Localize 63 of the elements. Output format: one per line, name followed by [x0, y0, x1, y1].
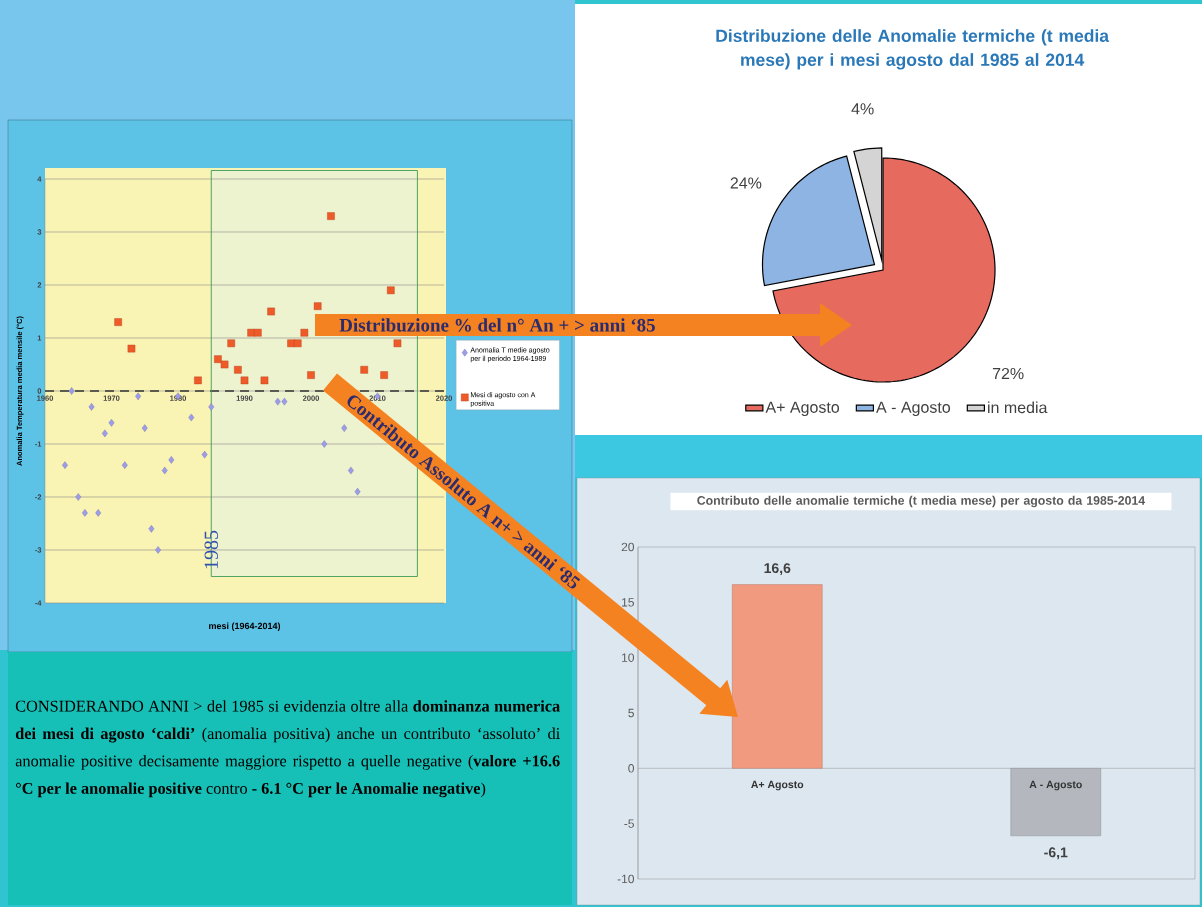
point [108, 418, 115, 427]
annotation: Distribuzione % del n° An + > anni ‘85 [339, 318, 655, 332]
point [240, 376, 249, 385]
point [121, 461, 128, 469]
point [281, 397, 288, 406]
point [148, 524, 155, 533]
point [313, 302, 322, 310]
point [68, 387, 75, 395]
chart-title: Distribuzione delle Anomalie termiche (t media mese) per i mesi agosto dal 1985 al 2014 [716, 29, 1110, 70]
point [155, 546, 161, 554]
data-label: 24% [730, 177, 762, 189]
point [300, 328, 309, 337]
data-label: 4% [851, 103, 874, 115]
legend-label: in media [988, 401, 1048, 414]
y-tick-label: 20 [621, 542, 635, 552]
point [287, 339, 295, 348]
point [387, 286, 395, 295]
point [194, 376, 202, 385]
y-tick-label: 0 [628, 764, 635, 773]
point [82, 509, 88, 517]
data-label: 72% [992, 367, 1024, 380]
data-label: -6,1 [1044, 847, 1068, 860]
point [75, 493, 82, 501]
point [201, 450, 208, 459]
point [188, 413, 195, 422]
point [267, 307, 275, 316]
point [141, 424, 148, 432]
point [135, 392, 142, 401]
point [127, 344, 136, 353]
point [321, 440, 328, 448]
point [62, 461, 68, 469]
point [254, 328, 262, 337]
point [234, 365, 242, 374]
point [360, 365, 369, 374]
y-tick-label: 5 [628, 708, 634, 718]
point [293, 339, 302, 348]
y-tick-label: -5 [624, 819, 634, 828]
point [214, 355, 222, 363]
point [168, 456, 175, 464]
point [161, 466, 168, 475]
point [260, 376, 269, 385]
chart-title: Contributo delle anomalie termiche (t media mese) per agosto da 1985-2014 [697, 495, 1146, 508]
point [354, 487, 361, 496]
point [393, 339, 402, 348]
y-tick-label: -10 [617, 874, 635, 884]
y-tick-label: 10 [622, 653, 635, 662]
point [307, 371, 315, 379]
point [380, 371, 388, 379]
point [208, 403, 215, 411]
point [101, 429, 108, 438]
point [274, 397, 281, 406]
x-axis-title: mesi (1964-2014) [209, 622, 281, 631]
band-label: 1985 [204, 530, 218, 569]
point [95, 509, 102, 517]
point [114, 318, 122, 326]
point [247, 328, 255, 337]
point [327, 212, 335, 220]
y-tick-label: 15 [622, 598, 634, 607]
point [227, 339, 236, 348]
data-label: 16,6 [764, 563, 791, 576]
point [88, 403, 95, 411]
text: CONSIDERANDO ANNI > del 1985 si evidenzia oltre alla dominanza numerica dei mesi di agosto ‘caldi’ (anomalia positiva) anche un contributo ‘assoluto’ di anomalie positive decisamente maggiore rispetto a quelle negative (valore +16.6 °C per le anomalie positive contro - 6.1 °C per le Anomalie negative) [15, 700, 560, 798]
point [220, 360, 229, 369]
